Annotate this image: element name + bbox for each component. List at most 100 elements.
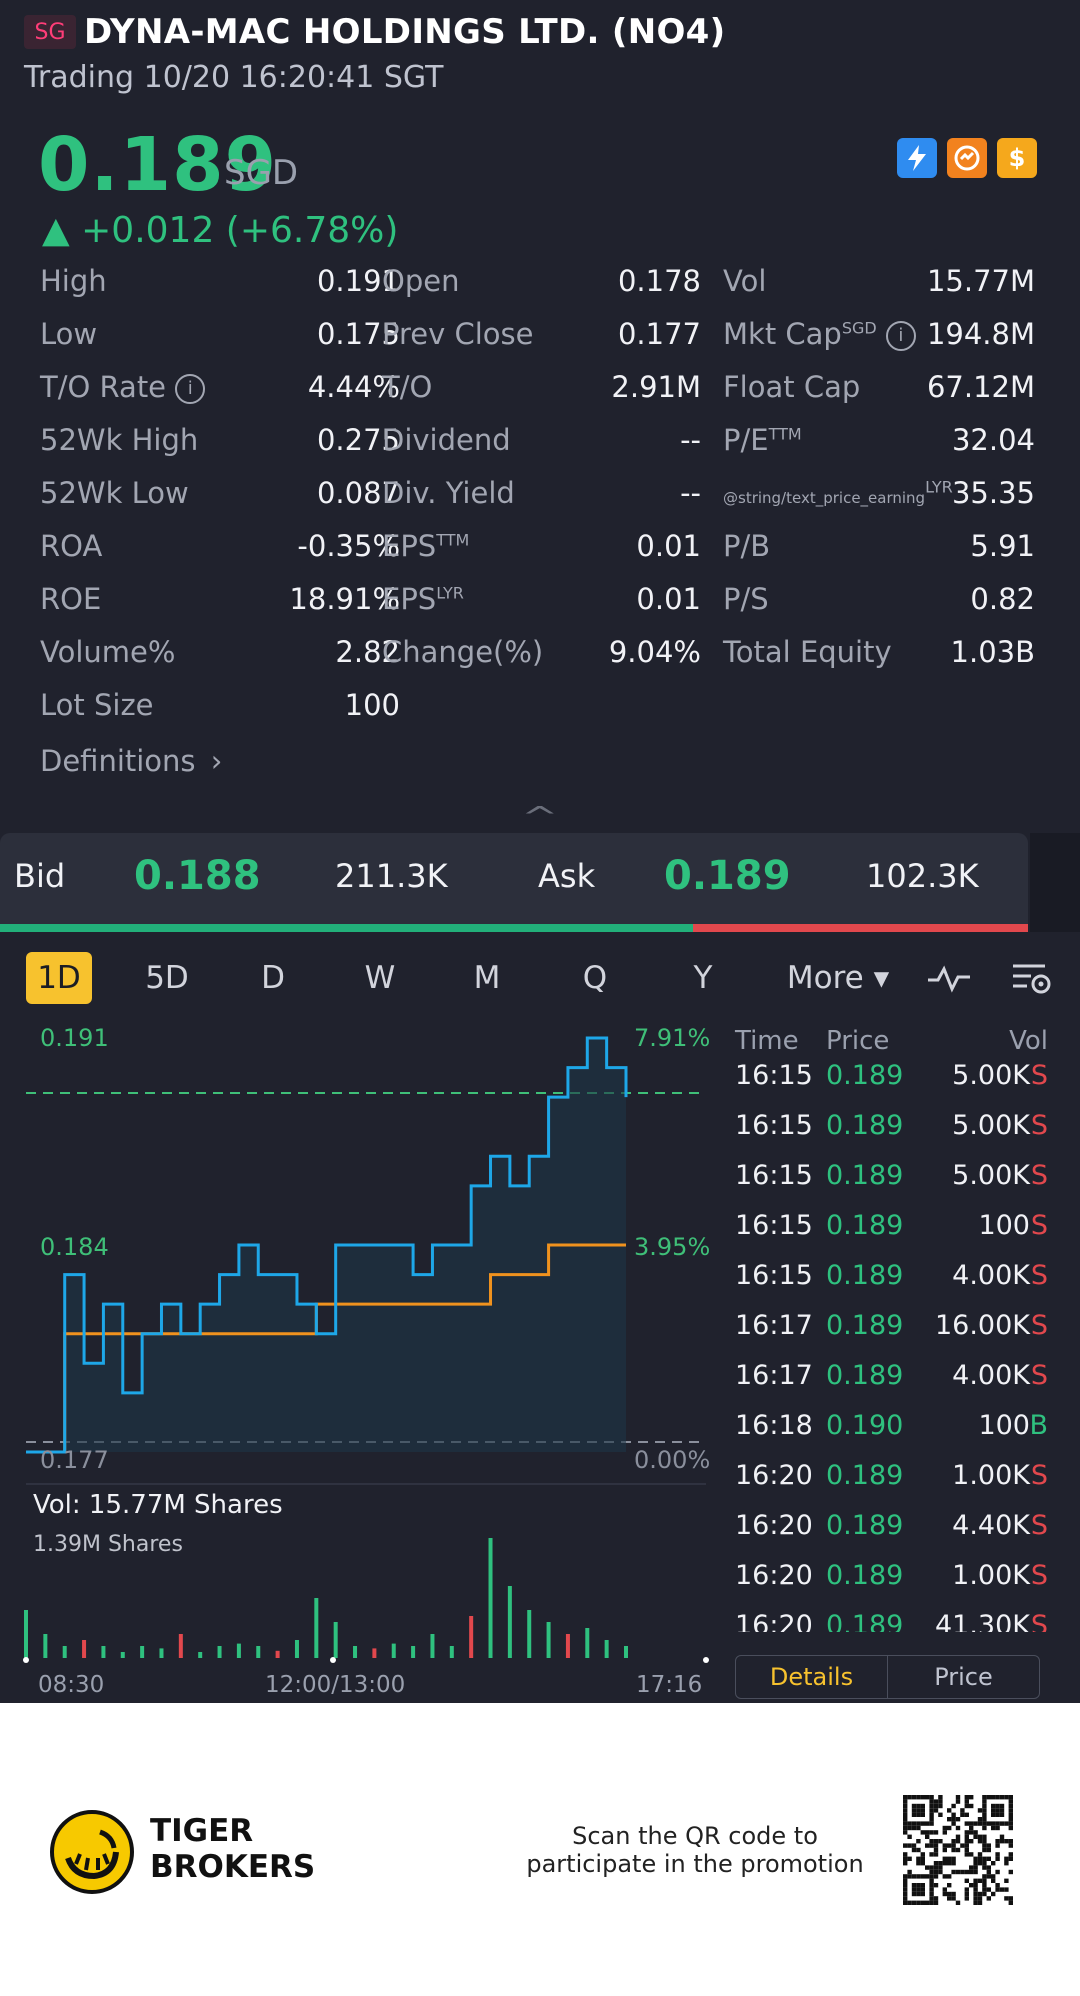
volume-bar xyxy=(275,1650,280,1658)
info-icon[interactable]: i xyxy=(885,321,916,351)
tick-time: 16:15 xyxy=(735,1260,813,1291)
qr-module xyxy=(982,1878,987,1883)
tab-m[interactable]: M xyxy=(473,960,501,996)
tick-time: 16:15 xyxy=(735,1210,813,1241)
tick-row: 16:17 0.189 16.00K S xyxy=(730,1310,1048,1361)
qr-module xyxy=(907,1834,912,1839)
qr-module xyxy=(911,1883,917,1888)
bid-ratio-bar xyxy=(0,924,693,932)
qr-module xyxy=(977,1856,983,1861)
volume-bar xyxy=(294,1640,299,1658)
qr-module xyxy=(916,1825,921,1831)
x-start-label: 08:30 xyxy=(38,1672,105,1698)
qr-module xyxy=(929,1812,934,1817)
stats-row: Low 0.175 Prev Close 0.177 Mkt CapSGD i … xyxy=(40,317,1035,370)
qr-module xyxy=(977,1808,983,1813)
tab-5d[interactable]: 5D xyxy=(145,960,189,996)
stat-label-eps-lyr: EPSLYR xyxy=(382,582,464,616)
volume-bar xyxy=(391,1643,396,1658)
qr-module xyxy=(964,1821,969,1826)
qr-module xyxy=(1008,1795,1013,1800)
qr-module xyxy=(929,1878,934,1883)
qr-module xyxy=(903,1795,908,1800)
qr-module xyxy=(1004,1856,1009,1861)
qr-module xyxy=(995,1795,1000,1800)
period-tabs: 1D 5D D W M Q Y More ▾ xyxy=(0,952,1080,1004)
stat-label: High xyxy=(40,264,107,298)
qr-module xyxy=(929,1821,934,1826)
tick-volume: 4.00K xyxy=(952,1360,1030,1391)
volume-bar xyxy=(565,1634,570,1658)
price-button[interactable]: Price xyxy=(934,1663,993,1691)
qr-module xyxy=(986,1856,991,1861)
intraday-chart[interactable]: 0.191 0.184 0.177 7.91% 3.95% 0.00% Vol:… xyxy=(0,1010,720,1700)
qr-module xyxy=(1004,1896,1009,1901)
volume-bar xyxy=(101,1646,106,1658)
qr-module xyxy=(964,1852,969,1857)
time-and-sales[interactable]: Time Price Vol 16:15 0.189 5.00K S 16:15 0.18… xyxy=(730,1022,1048,1632)
tab-more[interactable]: More ▾ xyxy=(786,960,890,996)
details-button[interactable]: Details xyxy=(736,1656,888,1698)
info-icon[interactable]: i xyxy=(175,374,206,404)
qr-module xyxy=(982,1891,987,1897)
tab-y[interactable]: Y xyxy=(693,960,713,996)
lightning-icon[interactable] xyxy=(897,138,937,178)
qr-module xyxy=(929,1839,934,1844)
definitions-link[interactable]: Definitions › xyxy=(40,744,222,778)
exchange-icon[interactable] xyxy=(947,138,987,178)
qr-module xyxy=(903,1825,908,1831)
dollar-icon[interactable]: $ xyxy=(997,138,1037,178)
qr-module xyxy=(960,1808,965,1813)
tab-1d[interactable]: 1D xyxy=(26,952,92,1004)
qr-code-icon[interactable] xyxy=(903,1795,1013,1905)
x-axis-dot xyxy=(330,1657,336,1663)
qr-module xyxy=(973,1861,978,1866)
qr-module xyxy=(999,1803,1005,1809)
tick-side: S xyxy=(1030,1110,1048,1141)
qr-module xyxy=(911,1900,917,1905)
qr-module xyxy=(955,1795,961,1800)
qr-module xyxy=(938,1812,943,1817)
qr-module xyxy=(903,1891,908,1897)
tab-w[interactable]: W xyxy=(364,960,396,996)
qr-module xyxy=(973,1878,978,1883)
stats-row: 52Wk High 0.275 Dividend -- P/ETTM 32.04 xyxy=(40,423,1035,476)
qr-module xyxy=(920,1861,925,1866)
qr-module xyxy=(973,1883,978,1888)
stat-label-eps-ttm: EPSTTM xyxy=(382,529,469,563)
stats-row: T/O Rate i 4.44% T/O 2.91M Float Cap 67.… xyxy=(40,370,1035,423)
tick-volume: 5.00K xyxy=(952,1160,1030,1191)
qr-module xyxy=(982,1839,987,1844)
qr-module xyxy=(1008,1825,1013,1831)
qr-module xyxy=(960,1843,965,1848)
chevron-up-icon[interactable]: ^ xyxy=(520,800,559,833)
qr-module xyxy=(942,1830,947,1835)
stats-grid: High 0.191 Open 0.178 Vol 15.77M Low 0.1… xyxy=(40,264,1035,741)
average-price-line xyxy=(26,1243,626,1454)
bid-ask-panel[interactable]: Bid 0.188 211.3K Ask 0.189 102.3K xyxy=(0,833,1028,932)
tab-q[interactable]: Q xyxy=(582,960,608,996)
chart-settings-icon[interactable] xyxy=(1008,952,1054,1004)
stat-label: Float Cap xyxy=(723,370,861,404)
qr-module xyxy=(929,1900,934,1905)
qr-module xyxy=(951,1839,956,1844)
qr-module xyxy=(969,1865,974,1870)
qr-module xyxy=(986,1865,991,1870)
indicator-icon[interactable] xyxy=(924,952,974,1004)
qr-module xyxy=(1008,1839,1013,1844)
qr-module xyxy=(995,1869,1000,1875)
pct-mid-label: 3.95% xyxy=(634,1233,711,1261)
ask-price: 0.189 xyxy=(664,853,791,899)
qr-module xyxy=(955,1817,961,1822)
volume-bar xyxy=(546,1622,551,1658)
qr-module xyxy=(925,1874,930,1879)
stat-label: Prev Close xyxy=(382,317,534,351)
qr-module xyxy=(1008,1843,1013,1848)
promo-footer: TIGER BROKERS Scan the QR code to partic… xyxy=(0,1703,1080,1996)
qr-module xyxy=(982,1843,987,1848)
tab-d[interactable]: D xyxy=(261,960,285,996)
qr-module xyxy=(955,1869,961,1875)
x-mid-label: 12:00/13:00 xyxy=(265,1672,406,1698)
qr-module xyxy=(933,1808,939,1813)
tick-price: 0.189 xyxy=(826,1510,904,1541)
